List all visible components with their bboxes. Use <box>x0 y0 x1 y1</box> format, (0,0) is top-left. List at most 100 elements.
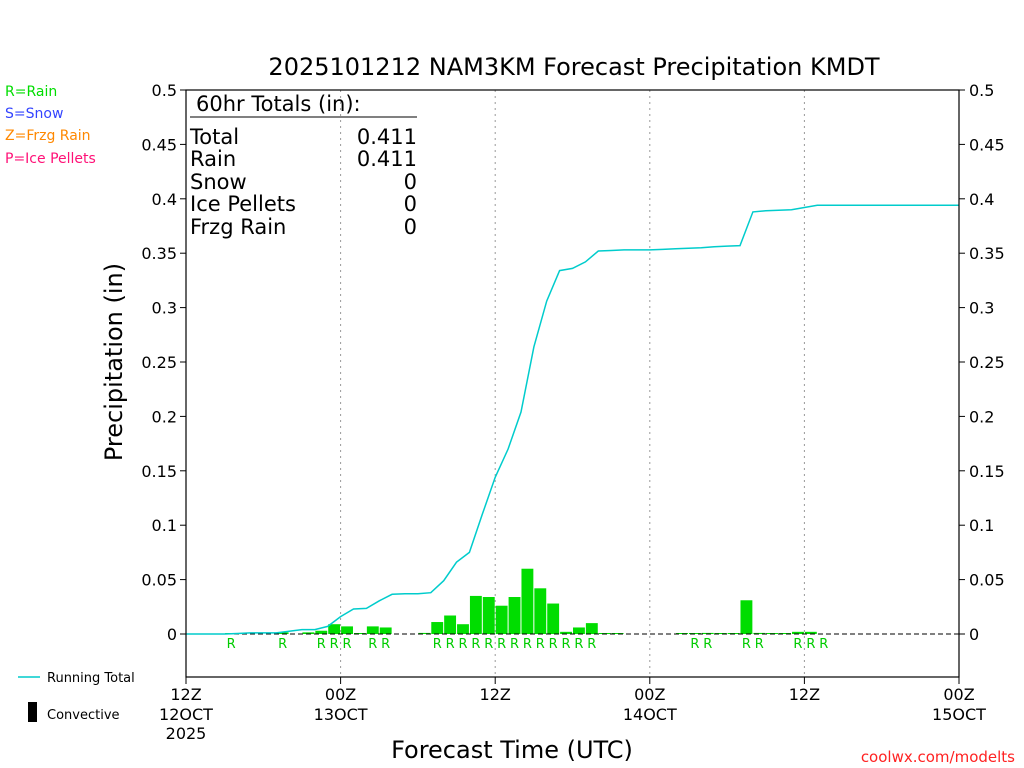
precip-type-marker: R <box>510 637 519 652</box>
running-total-legend-label: Running Total <box>47 671 135 686</box>
type-legend: R=Rain S=Snow Z=Frzg Rain P=Ice Pellets <box>5 84 96 167</box>
x-tick-label-time: 00Z <box>634 685 665 704</box>
precip-bar <box>521 568 534 634</box>
precip-type-marker: R <box>819 637 828 652</box>
precip-bar <box>611 633 624 634</box>
x-tick-label-date: 12OCT <box>159 705 213 724</box>
precip-bar <box>302 632 315 634</box>
precip-bar <box>353 633 366 634</box>
precip-type-marker: R <box>742 637 751 652</box>
precip-bar <box>740 600 753 634</box>
grid-lines <box>340 90 805 677</box>
precip-type-marker: R <box>471 637 480 652</box>
precip-type-marker: R <box>690 637 699 652</box>
convective-legend-swatch <box>28 702 37 722</box>
x-tick-label-date: 15OCT <box>932 705 986 724</box>
totals-frzg-rain-value: 0 <box>404 215 417 239</box>
precip-type-marker: R <box>368 637 377 652</box>
x-tick-label-date: 13OCT <box>314 705 368 724</box>
axes <box>180 89 965 684</box>
precip-bar <box>779 633 792 634</box>
precip-bar <box>701 632 714 634</box>
legend-snow: S=Snow <box>5 106 63 122</box>
plot-frame <box>185 89 960 678</box>
x-tick-label-date: 14OCT <box>623 705 677 724</box>
precip-bars <box>225 568 817 634</box>
y-tick-label-left: 0.3 <box>152 299 177 318</box>
totals-total-label: Total <box>189 125 239 149</box>
totals-header: 60hr Totals (in): <box>196 92 361 116</box>
totals-rain-label: Rain <box>190 147 236 171</box>
precip-bar <box>560 631 572 634</box>
legend-frzg-rain: Z=Frzg Rain <box>5 128 91 144</box>
y-tick-label-right: 0.05 <box>969 571 1005 590</box>
precip-type-marker: R <box>278 637 287 652</box>
y-tick-label-left: 0.15 <box>141 462 177 481</box>
credit-text: coolwx.com/modelts <box>861 748 1015 766</box>
y-tick-label-right: 0 <box>969 625 979 644</box>
precip-bar <box>457 624 469 634</box>
totals-snow-value: 0 <box>404 170 417 194</box>
running-total-line <box>186 204 959 635</box>
totals-ice-pellets-value: 0 <box>404 192 417 216</box>
y-tick-label-left: 0.05 <box>141 571 177 590</box>
convective-legend-label: Convective <box>47 708 120 723</box>
precip-bar <box>585 623 598 634</box>
y-tick-label-right: 0.1 <box>969 516 994 535</box>
y-tick-label-right: 0.25 <box>969 353 1005 372</box>
y-tick-label-right: 0.4 <box>969 190 994 209</box>
precip-type-marker: R <box>755 637 764 652</box>
precip-bar <box>444 615 457 634</box>
precip-bar <box>418 632 431 634</box>
y-tick-label-right: 0.45 <box>969 135 1005 154</box>
totals-ice-pellets-label: Ice Pellets <box>190 192 296 216</box>
precip-type-marker: R <box>523 637 532 652</box>
y-tick-label-right: 0.15 <box>969 462 1005 481</box>
y-tick-label-left: 0.5 <box>152 81 177 100</box>
precip-bar <box>366 626 379 634</box>
y-axis-label: Precipitation (in) <box>100 263 128 461</box>
y-tick-label-left: 0 <box>167 625 177 644</box>
precip-type-marker: R <box>703 637 712 652</box>
y-tick-label-left: 0.4 <box>152 190 177 209</box>
y-tick-label-left: 0.45 <box>141 135 177 154</box>
legend-ice-pellets: P=Ice Pellets <box>5 151 96 167</box>
precip-bar <box>276 632 289 634</box>
precip-bar <box>379 627 392 634</box>
precip-type-marker: R <box>433 637 442 652</box>
y-tick-label-right: 0.5 <box>969 81 994 100</box>
precip-type-marker: R <box>536 637 545 652</box>
precip-type-marker: R <box>484 637 493 652</box>
precip-type-marker: R <box>330 637 339 652</box>
precip-bar <box>534 588 547 634</box>
x-tick-label-time: 12Z <box>170 685 201 704</box>
precip-bar <box>341 626 353 634</box>
precip-bar <box>328 624 341 634</box>
totals-box: 60hr Totals (in): Total 0.411 Rain 0.411… <box>189 92 417 239</box>
precip-type-marker: R <box>587 637 596 652</box>
x-tick-label-time: 00Z <box>325 685 356 704</box>
precip-type-marker: R <box>446 637 455 652</box>
precip-type-marker: R <box>343 637 352 652</box>
y-tick-label-left: 0.1 <box>152 516 177 535</box>
precip-type-marker: R <box>549 637 558 652</box>
precip-bar <box>547 603 560 634</box>
x-tick-label-time: 00Z <box>943 685 974 704</box>
y-tick-label-left: 0.25 <box>141 353 177 372</box>
y-tick-label-right: 0.3 <box>969 299 994 318</box>
precip-bar <box>792 631 804 634</box>
precip-type-marker: R <box>562 637 571 652</box>
x-axis-label: Forecast Time (UTC) <box>391 736 633 764</box>
precip-bar <box>753 632 766 634</box>
precip-bar <box>495 605 508 634</box>
y-tick-label-left: 0.35 <box>141 244 177 263</box>
precip-type-marker: R <box>806 637 815 652</box>
precip-type-marker: R <box>317 637 326 652</box>
totals-total-value: 0.411 <box>357 125 417 149</box>
running-total-series <box>186 204 959 635</box>
precip-type-marker: R <box>497 637 506 652</box>
totals-frzg-rain-label: Frzg Rain <box>190 215 286 239</box>
legend-rain: R=Rain <box>5 84 57 100</box>
